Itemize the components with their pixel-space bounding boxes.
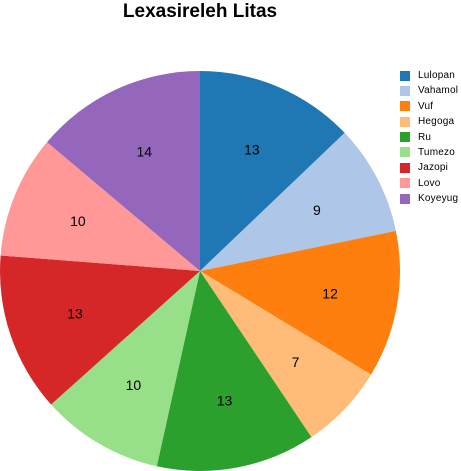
legend-swatch xyxy=(400,162,410,173)
legend-swatch xyxy=(400,147,410,158)
legend: Lulopan Vahamol Vuf Hegoga Ru Tumezo Jazopi Lov… xyxy=(400,68,458,207)
legend-swatch xyxy=(400,70,410,81)
legend-label: Tumezo xyxy=(418,146,455,158)
slice-value-label-jazopi: 13 xyxy=(67,305,83,321)
slice-value-label-ru: 13 xyxy=(217,393,233,409)
legend-item-koyeyug: Koyeyug xyxy=(400,191,458,206)
pie-slice-lulopan xyxy=(200,71,345,271)
slice-value-label-hegoga: 7 xyxy=(292,354,300,370)
slice-value-label-koyeyug: 14 xyxy=(137,143,153,159)
legend-item-vuf: Vuf xyxy=(400,99,458,114)
slice-value-label-tumezo: 10 xyxy=(126,377,142,393)
pie-slice-tumezo xyxy=(51,271,201,467)
legend-item-lulopan: Lulopan xyxy=(400,68,458,83)
pie-slice-lovo xyxy=(0,142,201,271)
slice-value-label-vahamol: 9 xyxy=(313,202,321,218)
slice-value-label-lovo: 10 xyxy=(70,213,86,229)
legend-swatch xyxy=(400,116,410,127)
legend-swatch xyxy=(400,132,410,143)
chart-title: Lexasireleh Litas xyxy=(122,1,278,22)
legend-label: Lulopan xyxy=(418,70,455,81)
legend-label: Koyeyug xyxy=(418,193,459,205)
pie-slice-hegoga xyxy=(200,271,372,438)
legend-label: Lovo xyxy=(418,177,441,189)
legend-swatch xyxy=(400,101,410,112)
legend-item-hegoga: Hegoga xyxy=(400,114,458,129)
legend-label: Vuf xyxy=(418,100,434,112)
legend-item-ru: Ru xyxy=(400,130,458,145)
legend-item-tumezo: Tumezo xyxy=(400,145,458,160)
pie-slice-vuf xyxy=(200,230,400,375)
slice-value-label-vuf: 12 xyxy=(322,285,338,301)
legend-swatch xyxy=(400,178,410,189)
legend-item-jazopi: Jazopi xyxy=(400,160,458,175)
legend-label: Hegoga xyxy=(418,116,455,128)
legend-swatch xyxy=(400,85,410,96)
legend-item-vahamol: Vahamol xyxy=(400,83,458,98)
pie-slice-jazopi xyxy=(0,255,200,405)
pie-slice-ru xyxy=(156,271,312,471)
legend-label: Vahamol xyxy=(418,85,459,97)
slice-value-label-lulopan: 13 xyxy=(244,142,260,158)
legend-item-lovo: Lovo xyxy=(400,176,458,191)
pie-slice-vahamol xyxy=(200,132,396,271)
pie-slice-koyeyug xyxy=(47,71,201,271)
legend-label: Ru xyxy=(418,131,432,143)
legend-label: Jazopi xyxy=(418,162,449,174)
legend-swatch xyxy=(400,193,410,204)
